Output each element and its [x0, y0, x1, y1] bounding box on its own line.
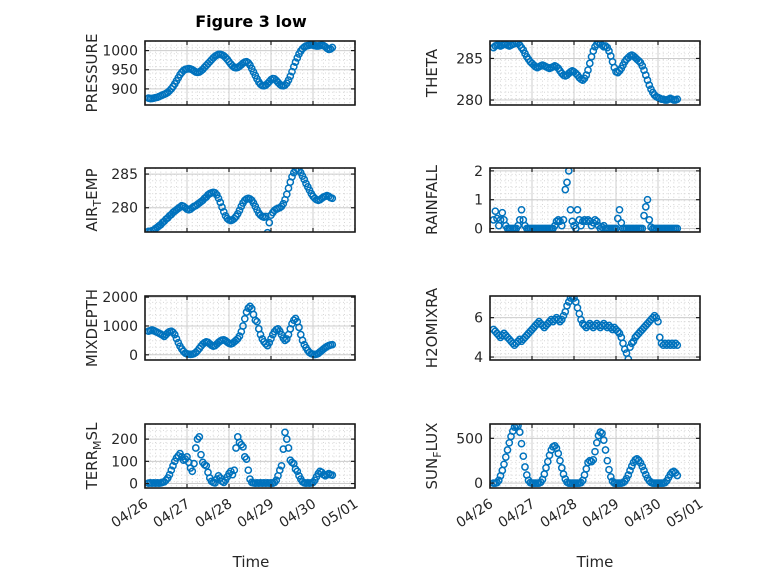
axes-box	[144, 40, 356, 106]
svg-text:1000: 1000	[102, 44, 138, 60]
svg-text:04/28: 04/28	[193, 496, 236, 531]
svg-text:0: 0	[474, 476, 483, 492]
time-xlabel-right: Time	[576, 553, 614, 571]
svg-text:280: 280	[456, 93, 483, 109]
axes-box	[144, 167, 356, 233]
data-points	[145, 41, 337, 103]
pressure-plot: 900 950 1000	[102, 40, 356, 106]
svg-text:04/29: 04/29	[580, 496, 623, 531]
data-points	[145, 428, 337, 487]
y-tick-labels: 900 950 1000	[102, 44, 138, 98]
sunflux-plot: 0 500 04/26 04/27 04/28 04/29 04/30 05/01	[454, 423, 707, 531]
data-points	[490, 296, 682, 360]
y-tick-labels: 280 285	[456, 52, 483, 110]
terrmsl-plot: 0 100 200 04/26 04/27 04/28 04/29 04/30 05/01	[109, 423, 362, 531]
svg-text:05/01: 05/01	[319, 496, 362, 531]
svg-text:05/01: 05/01	[664, 496, 707, 531]
svg-text:04/30: 04/30	[622, 496, 665, 531]
axes-box	[489, 295, 701, 361]
svg-text:04/30: 04/30	[277, 496, 320, 531]
svg-text:4: 4	[474, 350, 483, 366]
data-points	[145, 302, 337, 359]
y-tick-labels: 0 1 2	[474, 164, 483, 238]
axes-box	[489, 167, 701, 233]
svg-text:2000: 2000	[102, 290, 138, 306]
x-tick-labels: 04/26 04/27 04/28 04/29 04/30 05/01	[109, 496, 362, 531]
axes-box	[144, 423, 356, 489]
y-tick-labels: 280 285	[111, 167, 138, 217]
svg-text:6: 6	[474, 311, 483, 327]
data-points	[490, 424, 682, 487]
svg-text:285: 285	[456, 52, 483, 68]
svg-text:280: 280	[111, 201, 138, 217]
svg-text:0: 0	[129, 477, 138, 493]
svg-text:1000: 1000	[102, 319, 138, 335]
data-points	[145, 168, 337, 232]
y-tick-labels: 0 1000 2000	[102, 290, 138, 364]
axes-box	[144, 295, 356, 361]
airtemp-plot: 280 285	[111, 167, 356, 233]
y-tick-labels: 0 100 200	[111, 432, 138, 493]
svg-text:04/27: 04/27	[496, 496, 539, 531]
svg-text:200: 200	[111, 432, 138, 448]
svg-text:0: 0	[129, 348, 138, 364]
svg-text:2: 2	[474, 164, 483, 180]
y-tick-labels: 46	[474, 311, 483, 366]
svg-text:950: 950	[111, 63, 138, 79]
svg-text:04/27: 04/27	[151, 496, 194, 531]
axes-box	[489, 423, 701, 489]
svg-text:285: 285	[111, 167, 138, 183]
svg-text:500: 500	[456, 431, 483, 447]
svg-text:04/26: 04/26	[454, 496, 497, 531]
svg-text:04/29: 04/29	[235, 496, 278, 531]
data-points	[490, 41, 682, 104]
rainfall-plot: 0 1 2	[474, 164, 701, 238]
mixdepth-plot: 0 1000 2000	[102, 290, 356, 364]
axes-box	[489, 40, 701, 106]
h2omixra-plot: 46	[474, 295, 701, 366]
y-tick-labels: 0 500	[456, 431, 483, 492]
svg-text:04/28: 04/28	[538, 496, 581, 531]
svg-text:100: 100	[111, 454, 138, 470]
svg-text:900: 900	[111, 82, 138, 98]
x-tick-labels: 04/26 04/27 04/28 04/29 04/30 05/01	[454, 496, 707, 531]
figure-title: Figure 3 low	[195, 12, 307, 31]
svg-text:1: 1	[474, 193, 483, 209]
theta-plot: 280 285	[456, 40, 701, 110]
svg-text:0: 0	[474, 222, 483, 238]
time-xlabel-left: Time	[232, 553, 270, 571]
svg-text:04/26: 04/26	[109, 496, 152, 531]
